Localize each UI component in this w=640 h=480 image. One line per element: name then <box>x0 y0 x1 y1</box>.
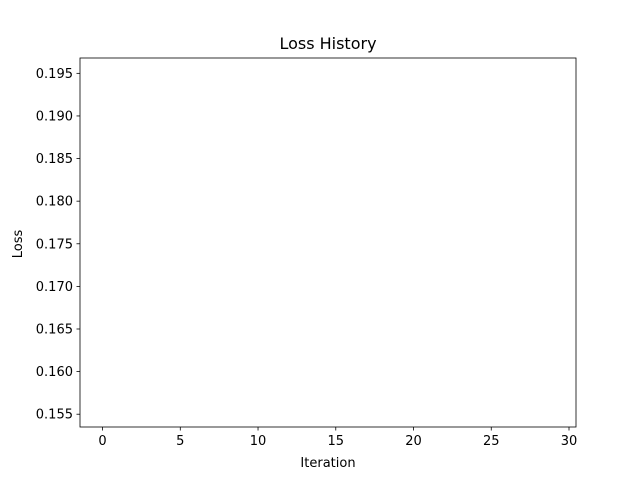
y-tick-label: 0.165 <box>36 322 73 337</box>
y-tick-label: 0.180 <box>36 195 73 210</box>
x-axis-label: Iteration <box>300 456 355 471</box>
x-tick-label: 10 <box>250 434 267 449</box>
x-tick-label: 25 <box>483 434 500 449</box>
y-tick-label: 0.190 <box>36 109 73 124</box>
x-tick-label: 5 <box>176 434 184 449</box>
chart-title: Loss History <box>279 34 376 53</box>
y-axis-label: Loss <box>11 230 26 259</box>
axes: 0 5 10 15 20 25 30 0.155 0.160 0.165 0.170 0.175 0.1… <box>36 57 578 449</box>
y-tick-label: 0.160 <box>36 365 73 380</box>
y-tick-label: 0.155 <box>36 408 73 423</box>
y-tick-label: 0.175 <box>36 237 73 252</box>
x-tick-label: 15 <box>328 434 345 449</box>
plot-frame <box>79 57 577 428</box>
y-tick-label: 0.185 <box>36 152 73 167</box>
x-tick-label: 0 <box>98 434 106 449</box>
x-tick-label: 30 <box>561 434 578 449</box>
x-tick-label: 20 <box>405 434 422 449</box>
y-tick-label: 0.170 <box>36 280 73 295</box>
y-tick-label: 0.195 <box>36 67 73 82</box>
